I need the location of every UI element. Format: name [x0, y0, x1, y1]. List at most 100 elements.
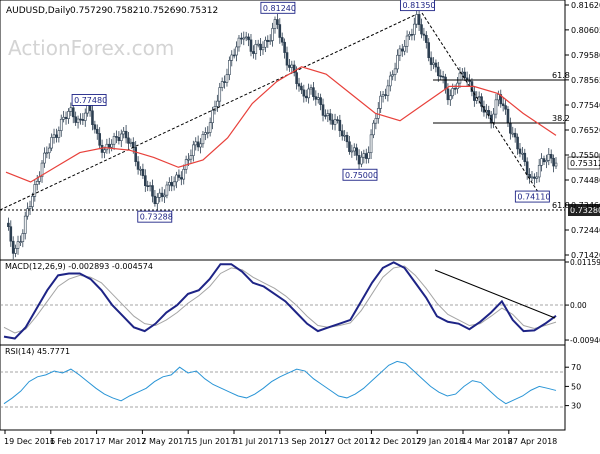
x-tick-label: 15 Jun 2017	[187, 437, 235, 446]
candle-body	[473, 91, 476, 101]
candle-body	[139, 168, 142, 171]
candle-body	[537, 165, 541, 178]
candle-body	[69, 107, 73, 112]
candle-body	[204, 132, 207, 135]
candle-body	[144, 175, 147, 187]
candle-body	[158, 192, 162, 198]
candle-body	[45, 152, 49, 155]
candle-body	[64, 116, 68, 119]
candle-body	[542, 158, 546, 163]
swing-label-box	[71, 94, 107, 106]
candle-body	[168, 182, 171, 186]
candle-body	[352, 147, 356, 152]
candle-body	[374, 118, 378, 124]
trendline-down	[421, 12, 541, 196]
candle-body	[141, 168, 145, 176]
x-tick-label: 31 Jul 2017	[233, 437, 278, 446]
candle-body	[441, 75, 445, 78]
candle-body	[480, 96, 483, 107]
candle-body	[31, 196, 34, 207]
rsi-panel: RSI(14) 45.7771 70 50 30	[0, 344, 581, 411]
candle-body	[528, 174, 531, 178]
candle-body	[40, 162, 44, 177]
x-tick-label: 13 Sep 2017	[279, 437, 330, 446]
candle-body	[16, 241, 20, 249]
candle-body	[547, 154, 551, 161]
candle-body	[91, 110, 94, 125]
candle-body	[23, 215, 27, 234]
candle-body	[57, 130, 61, 138]
candle-body	[345, 134, 349, 143]
rsi-y-tick-label: 30	[571, 402, 581, 411]
x-tick-label: 1 Feb 2017	[50, 437, 95, 446]
candle-body	[192, 144, 195, 156]
candle-body	[350, 150, 354, 153]
candle-body	[95, 128, 99, 134]
candle-body	[208, 122, 212, 133]
candle-body	[151, 185, 154, 197]
fib-label-lower: 61.8	[552, 201, 570, 210]
candle-body	[367, 152, 370, 159]
candle-body	[434, 62, 438, 68]
price-y-tick-label: 0.80605	[571, 26, 600, 35]
candle-body	[206, 132, 210, 134]
candle-body	[129, 141, 133, 144]
candle-body	[163, 194, 166, 198]
candle-body	[312, 87, 315, 97]
candle-body	[240, 37, 243, 40]
ohlc-close: 0.75312	[181, 6, 218, 16]
candle-body	[326, 113, 330, 117]
current-price-label: 0.75312	[570, 159, 600, 168]
candle-body	[273, 19, 277, 29]
x-tick-label: 19 Dec 2016	[4, 437, 55, 446]
candle-body	[340, 130, 344, 137]
candle-body	[331, 119, 334, 125]
candle-body	[439, 75, 443, 78]
x-tick-label: 17 Mar 2017	[96, 437, 147, 446]
candle-body	[446, 88, 450, 101]
candle-body	[276, 19, 279, 25]
candle-body	[278, 24, 282, 38]
candle-body	[357, 155, 361, 165]
rsi-line	[3, 360, 557, 405]
current-price-box	[567, 156, 600, 170]
candle-body	[292, 64, 296, 73]
candle-body	[254, 44, 258, 54]
candle-body	[216, 100, 219, 107]
ohlc-open: 0.75729	[70, 6, 107, 16]
candle-body	[429, 57, 433, 65]
candle-body	[379, 95, 382, 109]
candle-body	[494, 99, 498, 115]
candle-body	[160, 192, 164, 198]
candle-body	[348, 141, 351, 152]
candle-body	[71, 107, 75, 118]
rsi-y-tick-label: 70	[571, 363, 581, 372]
plot-frame	[0, 0, 566, 431]
candle-body	[249, 39, 253, 52]
macd-panel: MACD(12,26,9) -0.002893 -0.004574 0.0115…	[0, 258, 600, 345]
candle-body	[177, 174, 181, 178]
candle-body	[175, 174, 178, 183]
candle-body	[422, 33, 426, 36]
swing-label-box	[514, 190, 550, 203]
candle-body	[391, 74, 394, 77]
candle-body	[264, 39, 267, 48]
candle-body	[333, 119, 337, 125]
candle-body	[199, 143, 202, 148]
candle-body	[105, 143, 109, 151]
candle-body	[33, 184, 37, 197]
candle-body	[398, 48, 402, 56]
candle-body	[196, 141, 200, 148]
candle-body	[266, 39, 270, 42]
candle-body	[50, 137, 53, 149]
candle-body	[232, 54, 236, 57]
support-price-box	[568, 204, 600, 216]
candle-body	[146, 185, 150, 188]
candle-body	[372, 122, 375, 136]
candle-body	[261, 46, 265, 51]
candle-body	[425, 35, 428, 43]
